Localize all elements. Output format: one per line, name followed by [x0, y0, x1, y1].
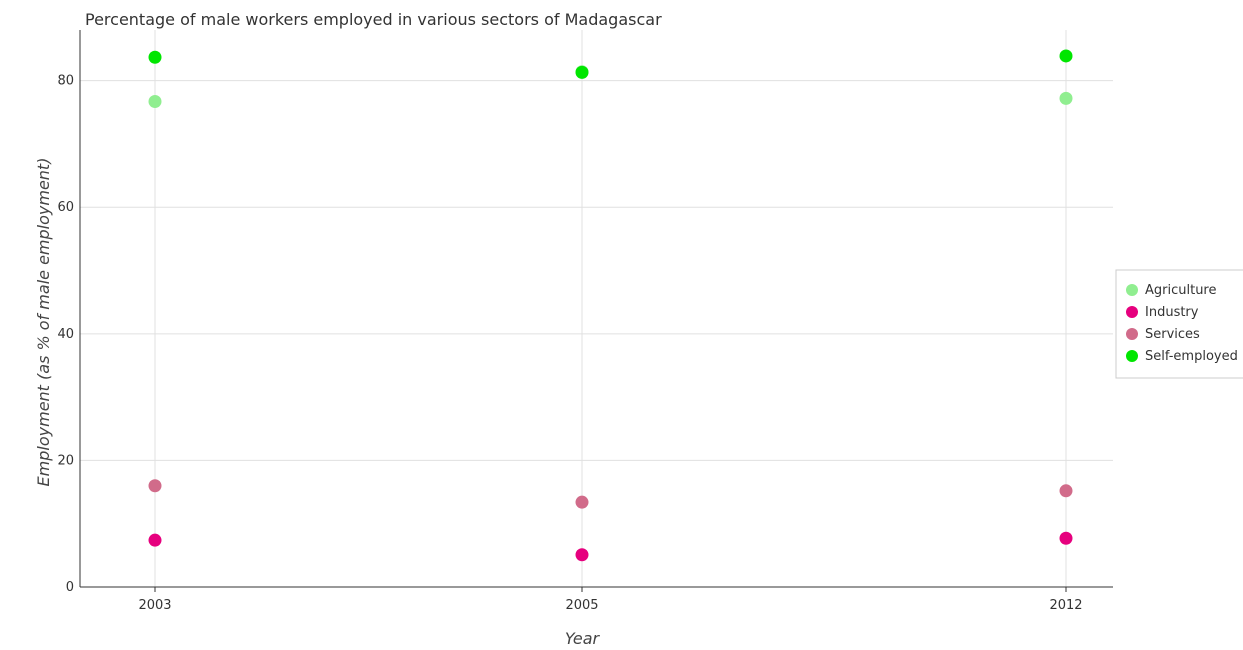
data-point-services: [575, 495, 589, 509]
data-point-self-employed: [575, 65, 589, 79]
x-axis-label: Year: [565, 629, 601, 648]
data-point-industry: [1059, 531, 1073, 545]
data-point-self-employed: [1059, 49, 1073, 63]
data-point-self-employed: [148, 50, 162, 64]
data-point-services: [148, 479, 162, 493]
chart-title: Percentage of male workers employed in v…: [85, 10, 662, 29]
x-tick-label: 2012: [1049, 598, 1082, 613]
y-tick-label: 60: [57, 200, 74, 215]
legend-label: Agriculture: [1145, 283, 1217, 298]
data-points: [148, 49, 1073, 562]
y-axis-label: Employment (as % of male employment): [34, 158, 53, 487]
legend-marker: [1126, 284, 1138, 296]
data-point-industry: [575, 548, 589, 562]
grid: [80, 30, 1113, 592]
y-tick-label: 40: [57, 327, 74, 342]
y-tick-labels: 0 20 40 60 80: [57, 74, 74, 595]
x-tick-label: 2003: [138, 598, 171, 613]
legend-label: Industry: [1145, 305, 1199, 320]
y-tick-label: 0: [66, 580, 74, 595]
data-point-agriculture: [148, 95, 162, 109]
x-tick-labels: 2003 2005 2012: [138, 598, 1082, 613]
y-tick-label: 20: [57, 453, 74, 468]
data-point-industry: [148, 533, 162, 547]
data-point-agriculture: [1059, 91, 1073, 105]
legend-marker: [1126, 306, 1138, 318]
legend: Agriculture Industry Services Self-employed: [1115, 269, 1243, 379]
legend-marker: [1126, 328, 1138, 340]
legend-label: Services: [1145, 327, 1200, 342]
axes: [79, 30, 1113, 588]
legend-label: Self-employed: [1145, 349, 1238, 364]
data-point-services: [1059, 484, 1073, 498]
y-tick-label: 80: [57, 74, 74, 89]
x-tick-label: 2005: [565, 598, 598, 613]
legend-marker: [1126, 350, 1138, 362]
